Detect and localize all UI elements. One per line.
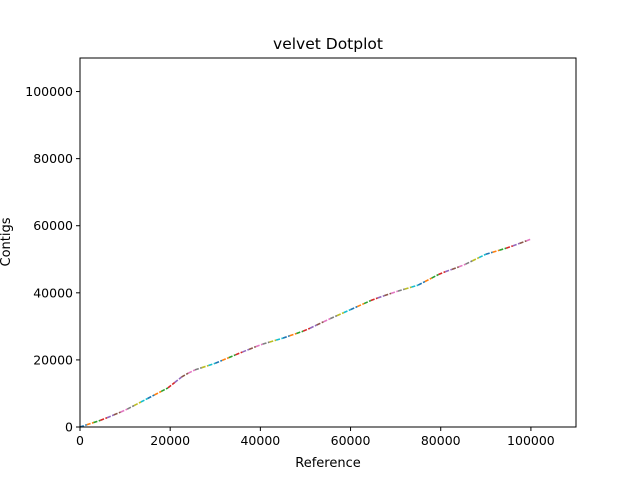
alignment-segment: [526, 238, 532, 242]
alignment-segment: [465, 260, 473, 265]
alignment-segment: [309, 324, 318, 329]
alignment-segment: [214, 359, 223, 365]
alignment-segment: [458, 263, 466, 268]
alignment-segment: [289, 332, 297, 337]
alignment-segment: [444, 268, 453, 273]
alignment-segment: [485, 251, 493, 256]
alignment-segment: [302, 327, 311, 332]
alignment-segment: [356, 302, 365, 308]
alignment-segment: [167, 381, 176, 389]
alignment-segment: [438, 271, 446, 276]
alignment-segment: [228, 354, 236, 359]
alignment-segment: [140, 397, 149, 403]
alignment-segment: [363, 299, 372, 305]
alignment-segment: [113, 411, 121, 416]
y-tick-label: 80000: [33, 151, 73, 166]
alignment-segment: [181, 372, 189, 378]
alignment-segment: [478, 253, 487, 259]
alignment-segment: [242, 348, 250, 353]
alignment-segment: [126, 404, 135, 410]
y-axis-label: Contigs: [0, 217, 14, 266]
x-tick-label: 20000: [150, 433, 190, 448]
alignment-segment: [201, 364, 209, 369]
alignment-segment: [390, 290, 399, 295]
alignment-segment: [194, 366, 202, 371]
alignment-segment: [187, 369, 196, 374]
alignment-segment: [275, 337, 284, 341]
alignment-segment: [424, 277, 433, 283]
alignment-segment: [384, 292, 392, 297]
alignment-segment: [154, 390, 162, 396]
x-tick-label: 100000: [507, 433, 555, 448]
chart-title: velvet Dotplot: [273, 35, 383, 53]
y-tick-label: 40000: [33, 285, 73, 300]
alignment-segment: [235, 351, 243, 356]
alignment-segment: [106, 414, 115, 419]
alignment-segment: [269, 339, 277, 343]
plot-frame: [79, 57, 577, 428]
alignment-segment: [316, 321, 324, 326]
alignment-segment: [329, 314, 338, 320]
alignment-segment: [499, 247, 507, 251]
alignment-segment: [519, 240, 527, 245]
alignment-segment: [221, 356, 230, 362]
alignment-segment: [248, 345, 257, 351]
alignment-segment: [208, 362, 216, 367]
y-tick-label: 100000: [25, 84, 73, 99]
alignment-segment: [492, 249, 500, 253]
x-tick-label: 40000: [240, 433, 280, 448]
x-tick-label: 80000: [421, 433, 461, 448]
alignment-segment: [411, 284, 419, 288]
alignment-segment: [417, 280, 426, 286]
x-tick-label: 0: [76, 433, 84, 448]
alignment-segment: [282, 335, 290, 339]
x-axis-label: Reference: [295, 456, 360, 471]
alignment-segment: [471, 256, 480, 262]
alignment-segment: [86, 421, 94, 426]
alignment-segment: [100, 416, 108, 422]
alignment-segment: [262, 341, 270, 345]
alignment-segment: [431, 273, 439, 279]
x-axis: 0 20000 40000 60000 80000 100000: [76, 427, 555, 448]
y-tick-label: 60000: [33, 218, 73, 233]
alignment-segment: [133, 401, 142, 407]
alignment-segment: [255, 343, 263, 348]
y-axis: 0 20000 40000 60000 80000 100000: [25, 84, 80, 435]
alignment-segment: [377, 294, 385, 299]
x-tick-label: 60000: [331, 433, 371, 448]
alignment-segment: [296, 330, 304, 335]
y-tick-label: 0: [65, 420, 73, 435]
alignment-segment: [404, 286, 412, 290]
alignment-segment: [451, 266, 460, 271]
alignment-segment: [336, 311, 345, 317]
alignment-segment: [343, 308, 351, 314]
alignment-segment: [174, 376, 182, 384]
alignment-segment: [397, 288, 405, 292]
alignment-segment: [93, 419, 101, 424]
alignment-segment: [147, 394, 155, 400]
alignment-segment: [160, 387, 169, 393]
y-tick-label: 20000: [33, 352, 73, 367]
alignment-segment: [120, 408, 128, 413]
alignment-segment: [323, 317, 331, 323]
plot-area: [79, 238, 532, 428]
alignment-segment: [350, 305, 358, 311]
alignment-segment: [512, 242, 520, 247]
alignment-segment: [370, 297, 378, 302]
alignment-segment: [505, 245, 514, 249]
